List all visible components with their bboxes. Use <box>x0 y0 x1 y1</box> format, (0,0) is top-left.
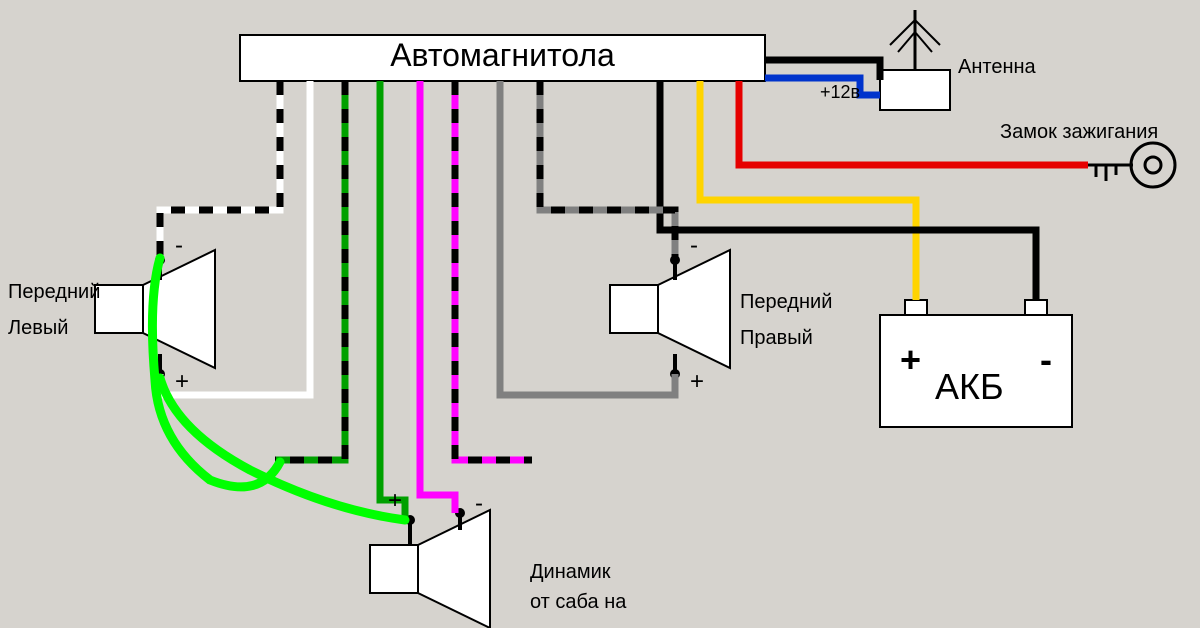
front-right-label1: Передний <box>740 290 832 314</box>
front-right-label2: Правый <box>740 326 813 350</box>
headunit-title: Автомагнитола <box>240 36 765 74</box>
sub-label2: от саба на <box>530 590 626 614</box>
front-left-label1: Передний <box>8 280 100 304</box>
battery-label: АКБ <box>935 365 1004 408</box>
front-left-label2: Левый <box>8 316 68 340</box>
sub-plus: + <box>388 487 402 516</box>
wiring-canvas <box>0 0 1200 628</box>
battery-plus: + <box>900 338 921 381</box>
antenna-12v-label: +12в <box>820 82 860 104</box>
battery-minus: - <box>1040 338 1052 381</box>
front-right-minus: - <box>690 232 698 261</box>
front-right-plus: + <box>690 368 704 397</box>
sub-label1: Динамик <box>530 560 611 584</box>
ignition-label: Замок зажигания <box>1000 120 1158 144</box>
sub-minus: - <box>475 490 483 519</box>
front-left-plus: + <box>175 368 189 397</box>
front-left-minus: - <box>175 232 183 261</box>
antenna-label: Антенна <box>958 55 1036 79</box>
